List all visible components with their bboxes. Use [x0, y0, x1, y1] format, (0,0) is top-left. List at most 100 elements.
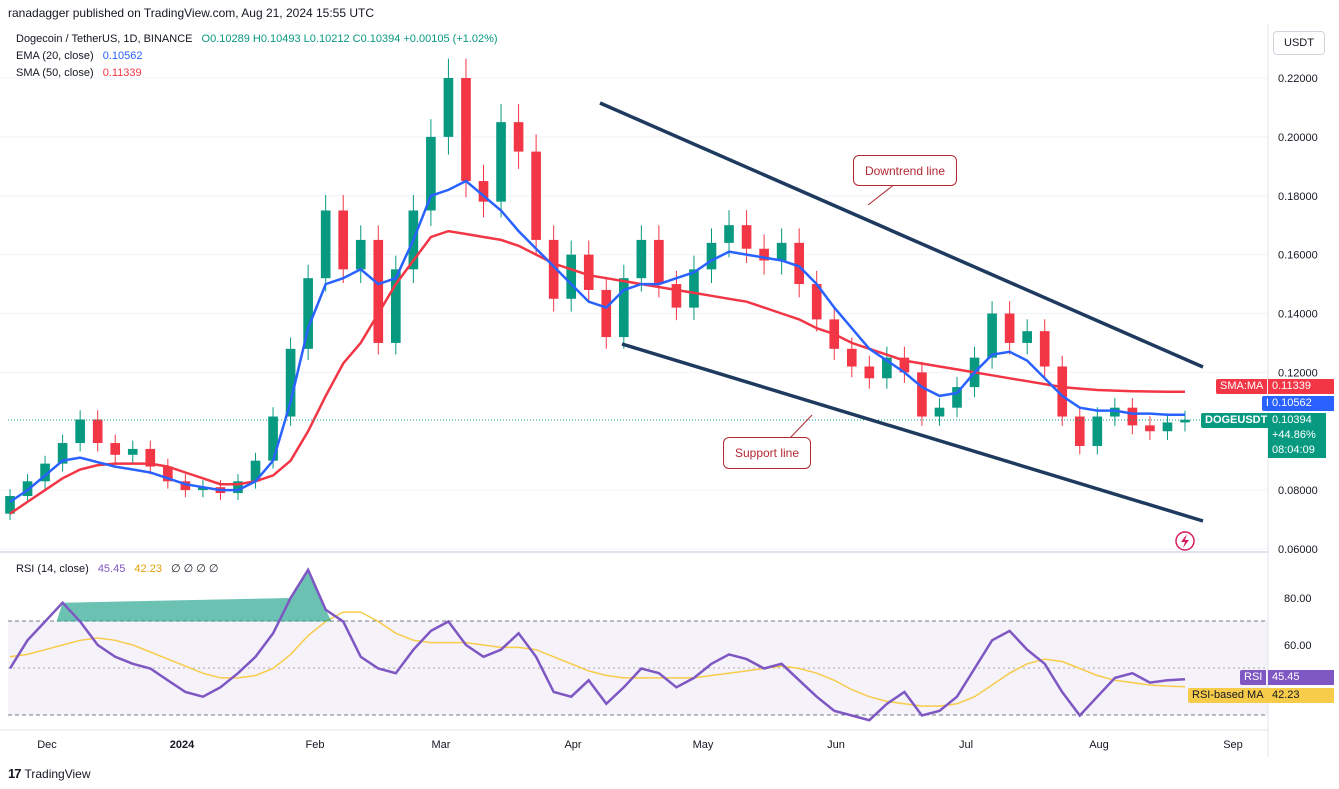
candle: [1092, 416, 1103, 446]
candle: [987, 313, 997, 358]
price-tick-label: 0.22000: [1278, 73, 1318, 85]
candle: [1180, 419, 1190, 423]
ohlc-values: O0.10289 H0.10493 L0.10212 C0.10394 +0.0…: [201, 33, 498, 45]
candle: [57, 443, 68, 464]
candle: [1127, 407, 1138, 426]
rsi-legend[interactable]: RSI (14, close) 45.45 42.23 ∅ ∅ ∅ ∅: [16, 562, 219, 575]
price-tick-label: 0.20000: [1278, 132, 1318, 144]
price-axis: 0.22000 0.20000 0.18000 0.16000 0.14000 0.120…: [1278, 73, 1318, 556]
rsi-extra: ∅ ∅ ∅ ∅: [171, 563, 219, 575]
rsi-tag-value: 45.45: [1268, 670, 1334, 685]
time-tick-label: Apr: [564, 739, 581, 751]
candle: [618, 278, 629, 338]
candle: [320, 210, 331, 279]
candle: [127, 448, 138, 455]
rsi-value: 45.45: [97, 563, 126, 575]
candle: [40, 463, 50, 482]
rsi-tag-label: RSI: [1240, 670, 1267, 685]
candle: [882, 357, 892, 379]
candle: [145, 448, 156, 467]
candle: [478, 181, 489, 202]
publisher-header: ranadagger published on TradingView.com,…: [8, 6, 375, 20]
candle: [461, 78, 471, 182]
candle: [671, 284, 682, 308]
price-tick-label: 0.16000: [1278, 250, 1318, 262]
candle: [759, 248, 769, 261]
rsi-overbought-fill: [56, 569, 332, 622]
rsi-ma-tag-label: RSI-based MA: [1188, 688, 1268, 703]
candle: [496, 122, 506, 202]
time-tick-label: May: [693, 739, 714, 751]
candle: [198, 487, 208, 491]
time-tick-label: Aug: [1089, 739, 1109, 751]
symbol-tag-box: 0.10394 +44.86% 08:04:09: [1268, 413, 1326, 458]
downtrend-annotation[interactable]: Downtrend line: [853, 155, 957, 186]
lightning-icon[interactable]: [1175, 531, 1195, 551]
candle: [776, 242, 787, 261]
downtrend-line: [599, 101, 1204, 369]
candle: [5, 496, 15, 514]
candle: [566, 254, 577, 299]
candle: [285, 348, 296, 417]
sma50-line: [9, 229, 1185, 515]
candle: [583, 254, 594, 290]
time-tick-label: Mar: [432, 739, 451, 751]
price-tick-label: 0.12000: [1278, 367, 1318, 379]
candle: [741, 225, 752, 249]
time-tick-label: Feb: [306, 739, 325, 751]
candle: [1074, 416, 1085, 446]
candle: [846, 348, 857, 367]
time-axis: Dec 2024 Feb Mar Apr May Jun Jul Aug Sep: [37, 739, 1243, 751]
currency-button[interactable]: USDT: [1273, 31, 1325, 55]
rsi-ma-value: 42.23: [134, 563, 162, 575]
candle: [355, 239, 366, 270]
candle: [92, 419, 103, 444]
candle: [1162, 422, 1173, 432]
price-tick-label: 0.14000: [1278, 309, 1318, 321]
sma-legend[interactable]: SMA (50, close) 0.11339: [16, 67, 142, 79]
candle: [917, 372, 927, 417]
candle: [443, 78, 454, 137]
candle: [724, 225, 734, 243]
candle: [1039, 331, 1050, 367]
support-annotation[interactable]: Support line: [723, 437, 811, 469]
time-tick-label: 2024: [170, 739, 195, 751]
candle: [1110, 407, 1120, 417]
candle: [1004, 313, 1015, 343]
symbol-tag-change: +44.86%: [1272, 429, 1316, 441]
rsi-tick-label: 60.00: [1284, 640, 1312, 652]
ema-legend[interactable]: EMA (20, close) 0.10562: [16, 50, 142, 62]
time-tick-label: Sep: [1223, 739, 1243, 751]
candle: [513, 122, 524, 152]
rsi-ma-line: [9, 611, 1186, 707]
candle: [654, 239, 664, 285]
candle: [1145, 425, 1155, 432]
candle: [338, 210, 349, 270]
candle: [303, 278, 313, 349]
time-tick-label: Dec: [37, 739, 57, 751]
symbol-title: Dogecoin / TetherUS, 1D, BINANCE: [16, 33, 193, 45]
price-tick-label: 0.18000: [1278, 191, 1318, 203]
candle: [794, 242, 805, 285]
rsi-label: RSI (14, close): [16, 563, 89, 575]
candle: [864, 366, 875, 379]
candle: [75, 419, 85, 444]
candle: [250, 460, 261, 482]
price-tick-label: 0.08000: [1278, 485, 1318, 497]
candle: [636, 239, 647, 279]
ema-label: EMA (20, close): [16, 50, 94, 62]
tradingview-logo-icon: 17: [8, 766, 22, 781]
candle: [426, 136, 436, 211]
ema-tag-value: 0.10562: [1268, 396, 1334, 411]
support-pointer: [789, 414, 813, 439]
candles: [5, 58, 1190, 521]
rsi-axis: 80.00 60.00: [1284, 593, 1312, 652]
symbol-legend[interactable]: Dogecoin / TetherUS, 1D, BINANCE O0.1028…: [16, 33, 498, 45]
candle: [548, 239, 559, 299]
footer-brand[interactable]: 17 TradingView: [8, 766, 91, 781]
candle: [899, 357, 910, 373]
candle: [531, 151, 541, 240]
symbol-tag-value: 0.10394: [1272, 414, 1312, 426]
sma-label: SMA (50, close): [16, 67, 94, 79]
